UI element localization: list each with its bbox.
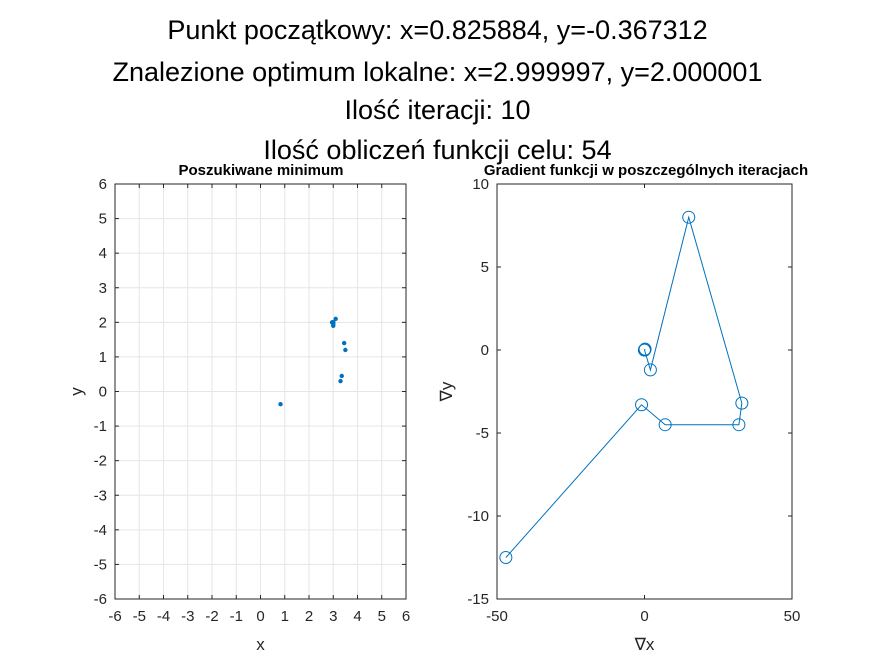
series-line <box>505 215 743 558</box>
data-point-marker <box>732 418 746 432</box>
data-point-marker <box>682 210 696 224</box>
y-tick-label: -10 <box>467 508 489 525</box>
x-tick-label: 2 <box>305 608 313 625</box>
y-tick-label: 6 <box>99 176 107 193</box>
x-tick-label: 0 <box>640 608 648 625</box>
data-point <box>339 373 344 379</box>
x-axis-label: ∇x <box>634 635 655 654</box>
y-tick-label: 4 <box>99 245 107 262</box>
plot-title: Poszukiwane minimum <box>178 162 343 179</box>
data-point <box>338 378 343 384</box>
x-tick-label: 3 <box>329 608 337 625</box>
data-point-marker <box>658 418 672 432</box>
x-tick-label: -3 <box>181 608 194 625</box>
x-tick-label: 4 <box>353 608 361 625</box>
x-tick-label: 5 <box>378 608 386 625</box>
x-tick-label: -50 <box>486 608 508 625</box>
data-point-marker <box>499 551 513 564</box>
data-point-marker <box>635 398 649 412</box>
x-tick-label: 0 <box>256 608 264 625</box>
y-tick-label: 0 <box>481 342 489 359</box>
y-tick-label: -3 <box>94 487 107 504</box>
y-tick-label: 0 <box>99 384 107 401</box>
y-tick-label: 5 <box>99 211 107 228</box>
title-line-start-point: Punkt początkowy: x=0.825884, y=-0.36731… <box>167 15 708 45</box>
x-tick-label: 50 <box>784 608 801 625</box>
data-point <box>333 316 338 322</box>
data-point <box>278 401 283 407</box>
y-axis-label: y <box>67 387 86 396</box>
y-tick-label: -4 <box>94 522 107 539</box>
y-tick-label: -5 <box>94 556 107 573</box>
data-point-marker <box>735 396 749 410</box>
x-tick-label: -5 <box>133 608 146 625</box>
data-point-marker <box>643 363 657 377</box>
axes-box <box>496 183 793 600</box>
y-tick-label: -15 <box>467 591 489 608</box>
x-tick-label: -2 <box>205 608 218 625</box>
x-tick-label: -1 <box>230 608 243 625</box>
x-tick-label: 6 <box>402 608 410 625</box>
plot-minimum: -6 -5 -4 -3 -2 -1 0 1 2 3 4 5 6-6-5-4-3-2-10123456xy… <box>67 162 410 654</box>
title-line-local-optimum: Znalezione optimum lokalne: x=2.999997, … <box>112 57 763 87</box>
x-tick-label: -6 <box>108 608 121 625</box>
y-tick-label: 3 <box>99 280 107 297</box>
y-tick-label: -2 <box>94 453 107 470</box>
data-point <box>331 320 336 325</box>
data-point <box>343 347 348 353</box>
y-tick-label: -1 <box>94 418 107 435</box>
y-tick-label: 10 <box>472 176 489 193</box>
title-line-iterations: Ilość iteracji: 10 <box>344 95 531 125</box>
y-tick-label: -6 <box>94 591 107 608</box>
y-tick-label: 5 <box>481 259 489 276</box>
data-point-marker <box>638 343 651 357</box>
y-axis-label: ∇y <box>437 381 456 402</box>
x-tick-label: -4 <box>157 608 170 625</box>
y-tick-label: -5 <box>476 425 489 442</box>
data-point <box>331 323 336 328</box>
y-tick-label: 1 <box>99 349 107 366</box>
y-tick-label: 2 <box>99 314 107 331</box>
title-line-function-evals: Ilość obliczeń funkcji celu: 54 <box>263 135 612 165</box>
data-point <box>341 340 347 346</box>
plot-title: Gradient funkcji w poszczególnych iterac… <box>484 162 808 179</box>
x-axis-label: x <box>256 635 265 654</box>
x-tick-label: 1 <box>281 608 289 625</box>
